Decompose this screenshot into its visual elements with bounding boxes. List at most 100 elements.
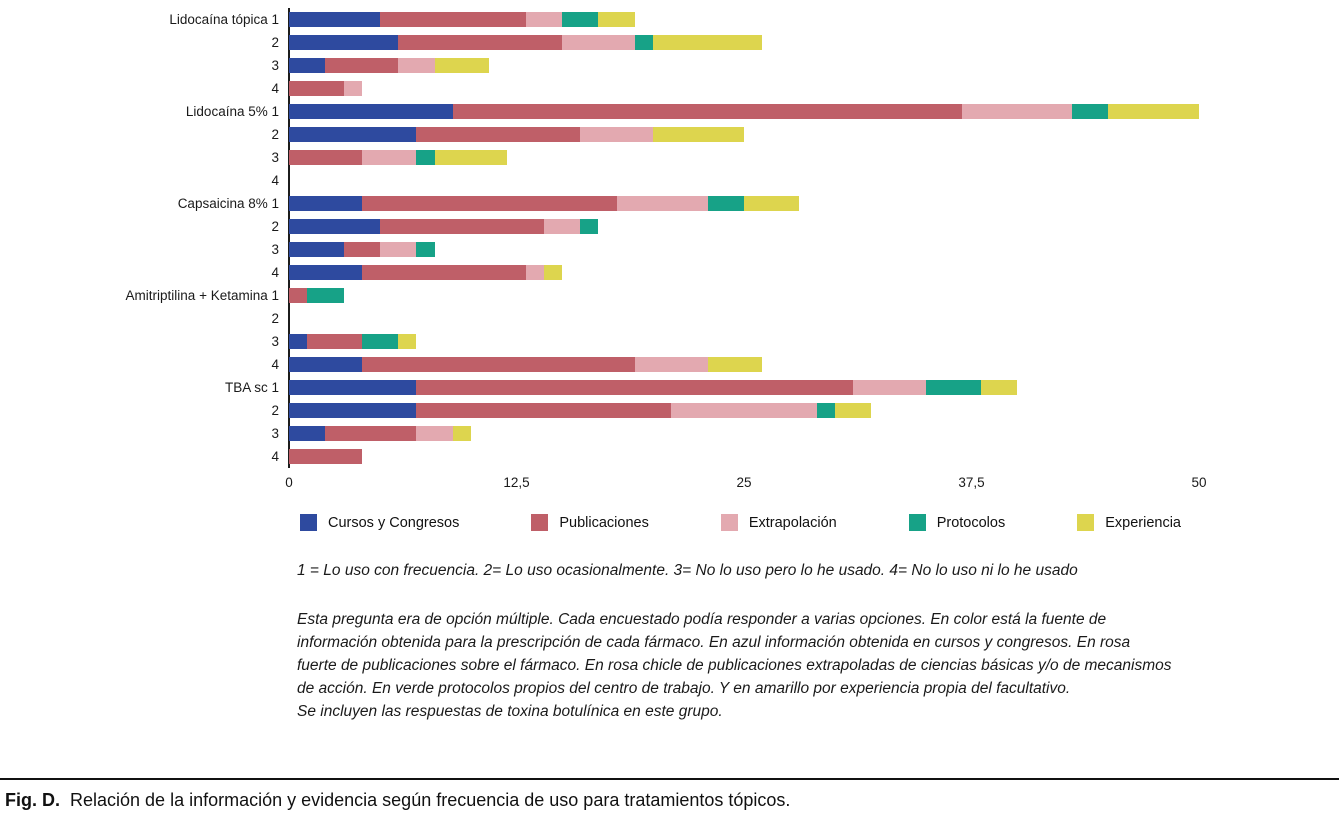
bar-track xyxy=(289,81,1199,96)
bar-row: 2 xyxy=(0,123,1339,146)
x-tick-label: 37,5 xyxy=(958,475,985,490)
bar-segment-cursos-y-congresos xyxy=(289,104,453,119)
stacked-bar-chart: Lidocaína tópica 1 2 3 4 Lidocaína 5% 1 2 3 4 Ca… xyxy=(0,8,1339,494)
bar-track xyxy=(289,403,1199,418)
y-axis-line xyxy=(288,8,290,468)
figure-notes: 1 = Lo uso con frecuencia. 2= Lo uso oca… xyxy=(297,560,1173,724)
bar-segment-publicaciones xyxy=(416,127,581,142)
bar-segment-experiencia xyxy=(1107,104,1199,119)
bar-segment-publicaciones xyxy=(289,449,362,464)
bar-track xyxy=(289,58,1199,73)
row-label: 2 xyxy=(271,127,279,142)
bar-track xyxy=(289,311,1199,326)
legend-item-protocolos: Protocolos xyxy=(908,514,1006,531)
bar-segment-cursos-y-congresos xyxy=(289,12,380,27)
bar-segment-protocolos xyxy=(925,380,981,395)
bar-track xyxy=(289,334,1199,349)
bar-row: 4 xyxy=(0,261,1339,284)
inclusion-text: Se incluyen las respuestas de toxina bot… xyxy=(297,702,723,720)
row-label: 3 xyxy=(271,426,279,441)
legend-swatch-icon xyxy=(531,514,549,531)
bar-segment-cursos-y-congresos xyxy=(289,35,399,50)
bar-segment-cursos-y-congresos xyxy=(289,334,308,349)
bar-segment-protocolos xyxy=(307,288,344,303)
bar-segment-protocolos xyxy=(416,242,435,257)
legend-item-extrapolaci-n: Extrapolación xyxy=(720,514,837,531)
bar-row: 3 xyxy=(0,330,1339,353)
bar-row: Lidocaína tópica 1 xyxy=(0,8,1339,31)
bar-row: 2 xyxy=(0,307,1339,330)
bar-segment-experiencia xyxy=(434,58,490,73)
row-label: 4 xyxy=(271,449,279,464)
bar-track xyxy=(289,288,1199,303)
bar-row: 2 xyxy=(0,215,1339,238)
bar-segment-protocolos xyxy=(1071,104,1108,119)
bar-segment-extrapolaci-n xyxy=(398,58,435,73)
bar-segment-experiencia xyxy=(834,403,872,418)
bar-segment-cursos-y-congresos xyxy=(289,242,344,257)
legend-label: Experiencia xyxy=(1105,514,1181,531)
bar-track xyxy=(289,104,1199,119)
bar-segment-protocolos xyxy=(561,12,599,27)
row-label: 4 xyxy=(271,357,279,372)
row-label: 3 xyxy=(271,58,279,73)
explanation-note: Esta pregunta era de opción múltiple. Ca… xyxy=(297,609,1173,724)
legend-item-experiencia: Experiencia xyxy=(1077,514,1181,531)
bar-segment-extrapolaci-n xyxy=(962,104,1072,119)
x-tick-label: 25 xyxy=(736,475,752,490)
bar-track xyxy=(289,12,1199,27)
bar-segment-protocolos xyxy=(707,196,744,211)
bar-track xyxy=(289,380,1199,395)
row-label: Capsaicina 8% 1 xyxy=(177,196,279,211)
bar-segment-extrapolaci-n xyxy=(343,81,362,96)
bar-row: TBA sc 1 xyxy=(0,376,1339,399)
bar-segment-experiencia xyxy=(398,334,417,349)
row-label: 3 xyxy=(271,334,279,349)
bar-segment-publicaciones xyxy=(343,242,380,257)
bar-segment-extrapolaci-n xyxy=(671,403,817,418)
bar-segment-extrapolaci-n xyxy=(543,219,581,234)
bar-track xyxy=(289,242,1199,257)
legend-item-cursos-y-congresos: Cursos y Congresos xyxy=(300,514,459,531)
bar-segment-publicaciones xyxy=(380,219,544,234)
bar-segment-protocolos xyxy=(634,35,653,50)
bar-segment-publicaciones xyxy=(289,288,308,303)
bar-segment-experiencia xyxy=(652,127,744,142)
row-label: 2 xyxy=(271,311,279,326)
row-label: 3 xyxy=(271,150,279,165)
bar-row: 2 xyxy=(0,399,1339,422)
bar-segment-publicaciones xyxy=(361,265,526,280)
bar-track xyxy=(289,265,1199,280)
legend-label: Extrapolación xyxy=(748,514,837,531)
bar-segment-publicaciones xyxy=(325,426,417,441)
row-label: 2 xyxy=(271,35,279,50)
bar-segment-experiencia xyxy=(743,196,799,211)
bar-segment-cursos-y-congresos xyxy=(289,380,417,395)
x-tick-label: 50 xyxy=(1191,475,1207,490)
bar-segment-cursos-y-congresos xyxy=(289,127,417,142)
legend-swatch-icon xyxy=(908,514,926,531)
frequency-key-note: 1 = Lo uso con frecuencia. 2= Lo uso oca… xyxy=(297,562,1078,579)
row-label: 4 xyxy=(271,81,279,96)
row-label: 3 xyxy=(271,242,279,257)
bar-row: 2 xyxy=(0,31,1339,54)
bar-track xyxy=(289,357,1199,372)
chart-legend: Cursos y Congresos Publicaciones Extrapola… xyxy=(300,514,1181,531)
legend-swatch-icon xyxy=(1077,514,1095,531)
legend-label: Cursos y Congresos xyxy=(328,514,460,531)
bar-segment-extrapolaci-n xyxy=(525,265,544,280)
bar-segment-cursos-y-congresos xyxy=(289,265,362,280)
bar-segment-extrapolaci-n xyxy=(616,196,708,211)
bar-segment-extrapolaci-n xyxy=(580,127,653,142)
bar-row: 3 xyxy=(0,238,1339,261)
row-label: Lidocaína tópica 1 xyxy=(169,12,279,27)
legend-label: Protocolos xyxy=(936,514,1006,531)
bar-segment-extrapolaci-n xyxy=(416,426,453,441)
bar-row: 4 xyxy=(0,169,1339,192)
bar-segment-extrapolaci-n xyxy=(561,35,635,50)
legend-item-publicaciones: Publicaciones xyxy=(531,514,649,531)
row-label: 4 xyxy=(271,173,279,188)
bar-segment-experiencia xyxy=(543,265,562,280)
bar-track xyxy=(289,150,1199,165)
x-tick-label: 12,5 xyxy=(503,475,530,490)
